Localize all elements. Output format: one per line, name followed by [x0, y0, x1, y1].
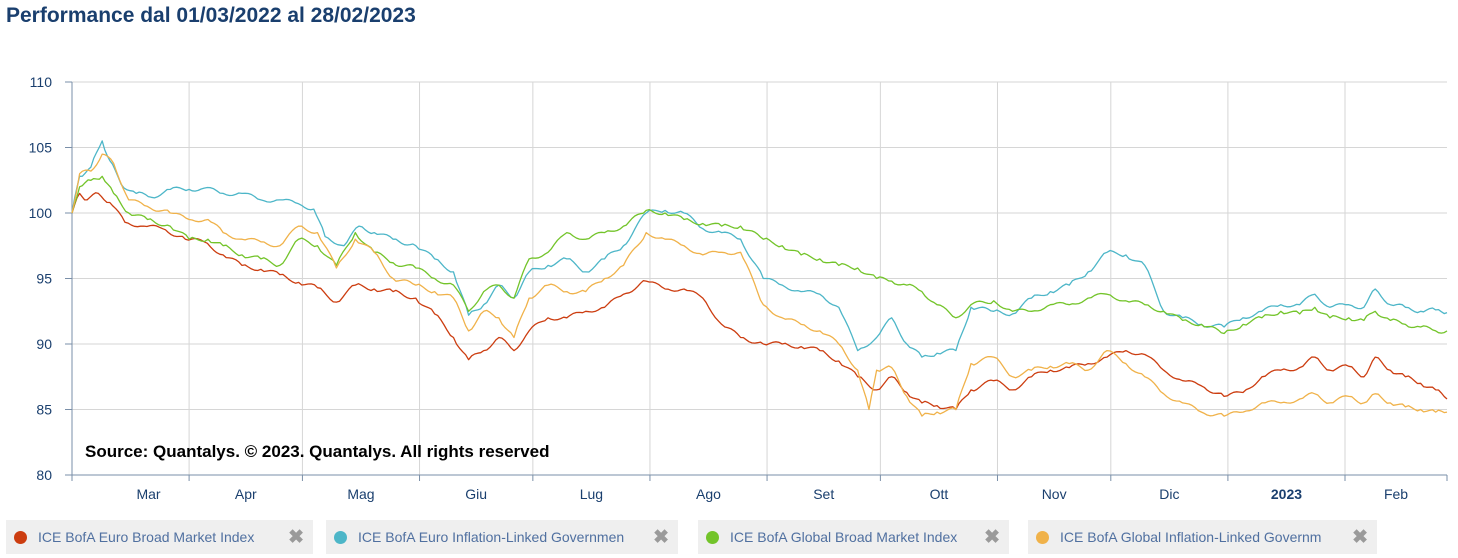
y-tick-label: 80	[36, 467, 52, 483]
legend-item-global-inflation-linked[interactable]: ICE BofA Global Inflation-Linked Governm…	[1028, 520, 1377, 554]
x-tick-label: Giu	[465, 486, 487, 502]
x-tick-label: Ott	[930, 486, 949, 502]
series-line-0	[72, 193, 1447, 410]
series-color-dot-icon	[706, 531, 719, 544]
legend-item-label: ICE BofA Global Broad Market Index	[730, 529, 978, 545]
x-tick-label: Mar	[136, 486, 160, 502]
legend-item-label: ICE BofA Euro Inflation-Linked Governmen	[358, 529, 647, 545]
source-note: Source: Quantalys. © 2023. Quantalys. Al…	[85, 442, 549, 461]
series-line-3	[72, 154, 1447, 416]
x-tick-label: Ago	[696, 486, 721, 502]
legend-item-euro-inflation-linked[interactable]: ICE BofA Euro Inflation-Linked Governmen…	[326, 520, 678, 554]
close-x-icon[interactable]: ✖	[984, 526, 1000, 549]
x-tick-label: Apr	[235, 486, 257, 502]
legend-item-label: ICE BofA Euro Broad Market Index	[38, 529, 282, 545]
x-tick-label: Mag	[347, 486, 374, 502]
y-tick-label: 85	[36, 402, 52, 418]
x-tick-label: Dic	[1159, 486, 1179, 502]
x-tick-label: Set	[813, 486, 834, 502]
close-x-icon[interactable]: ✖	[653, 526, 669, 549]
performance-line-chart: 80 85 90 95 100 105 110 Mar Apr Mag Giu Lug Ago Set Ot…	[0, 0, 1458, 520]
grid-layer	[72, 82, 1447, 475]
close-x-icon[interactable]: ✖	[288, 526, 304, 549]
y-tick-label: 90	[36, 336, 52, 352]
x-tick-label: Feb	[1384, 486, 1408, 502]
series-color-dot-icon	[14, 531, 27, 544]
x-tick-label: Lug	[580, 486, 603, 502]
legend: ICE BofA Euro Broad Market Index ✖ ICE B…	[0, 520, 1458, 556]
y-tick-label: 105	[29, 140, 53, 156]
series-color-dot-icon	[334, 531, 347, 544]
close-x-icon[interactable]: ✖	[1352, 526, 1368, 549]
legend-item-global-broad-market[interactable]: ICE BofA Global Broad Market Index ✖	[698, 520, 1009, 554]
series-color-dot-icon	[1036, 531, 1049, 544]
y-tick-label: 110	[30, 74, 53, 90]
axis-layer	[65, 82, 1447, 481]
legend-item-label: ICE BofA Global Inflation-Linked Governm	[1060, 529, 1346, 545]
x-tick-label: 2023	[1271, 486, 1302, 502]
label-layer: 80 85 90 95 100 105 110 Mar Apr Mag Giu Lug Ago Set Ot…	[29, 74, 1409, 502]
x-tick-label: Nov	[1042, 486, 1067, 502]
series-line-1	[72, 141, 1447, 357]
y-tick-label: 100	[29, 205, 53, 221]
y-tick-label: 95	[36, 271, 52, 287]
legend-item-euro-broad-market[interactable]: ICE BofA Euro Broad Market Index ✖	[6, 520, 313, 554]
